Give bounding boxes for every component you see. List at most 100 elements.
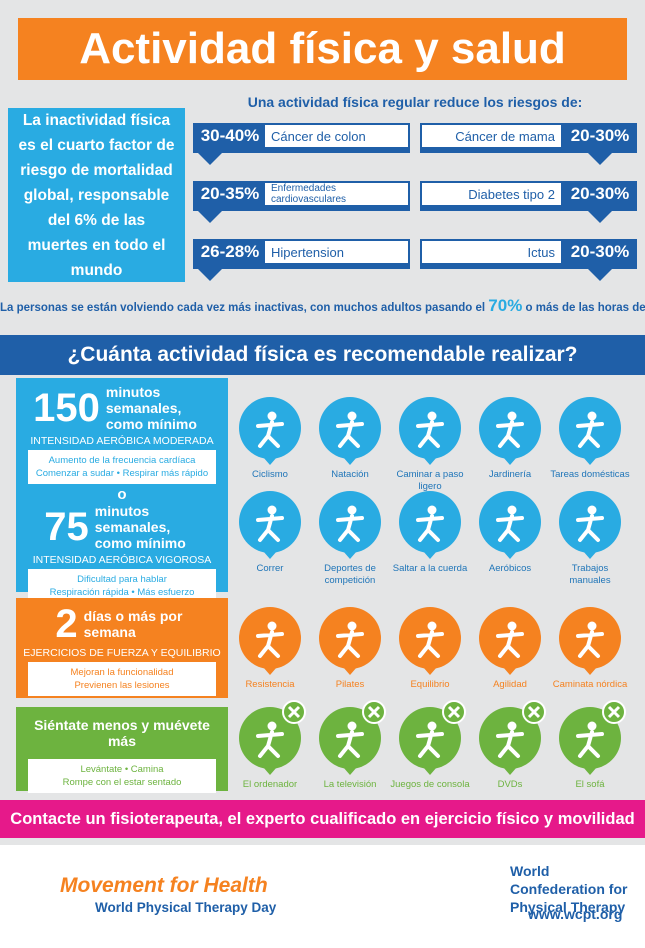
- risk-range: 30-40%: [193, 123, 267, 149]
- activity-label: Resistencia: [245, 679, 295, 690]
- activity-label: Tareas domésticas: [550, 469, 630, 480]
- icon-pointer: [503, 667, 517, 675]
- icon-figure: [336, 514, 364, 542]
- intro-text: La inactividad física es el cuarto facto…: [18, 111, 175, 279]
- rec-detail: Aumento de la frecuencia cardíaca Comenza…: [28, 450, 216, 484]
- rec-detail-line: Mejoran la funcionalidad: [70, 667, 174, 678]
- rec-number: 150: [33, 386, 100, 430]
- risk-bar: [420, 149, 637, 153]
- icon-pointer: [503, 551, 517, 559]
- icon-figure-head: [587, 411, 597, 421]
- activity-label: Juegos de consola: [390, 779, 470, 790]
- activity-label: Saltar a la cuerda: [392, 563, 468, 574]
- activity-label: Pilates: [335, 679, 365, 690]
- activity-label: Correr: [256, 563, 284, 574]
- activity-label: Deportes de competición: [324, 563, 376, 586]
- icon-figure-head: [507, 621, 517, 631]
- risks-heading: Una actividad física regular reduce los …: [247, 94, 583, 110]
- activity-label: Jardinería: [488, 469, 532, 480]
- rec-headline: 2 días o más por semana: [20, 604, 224, 644]
- event-name: World Physical Therapy Day: [95, 900, 277, 915]
- icon-pointer: [503, 457, 517, 465]
- icon-pointer: [263, 667, 277, 675]
- no-badge-x: [527, 705, 541, 719]
- or-text: o: [117, 486, 127, 503]
- icon-pointer: [583, 767, 597, 775]
- risk-range: 20-30%: [563, 181, 637, 207]
- icon-figure: [576, 420, 604, 448]
- activity-label: El sofá: [575, 779, 605, 790]
- rec-detail-line: Previenen las lesiones: [74, 680, 170, 691]
- activity-label: Caminata nórdica: [552, 679, 628, 690]
- risk-arrow: [198, 211, 222, 223]
- icon-figure: [256, 420, 284, 448]
- icon-figure: [256, 730, 284, 758]
- strength-box: 2 días o más por semana EJERCICIOS DE FUER…: [16, 598, 228, 698]
- risk-bar: [193, 265, 410, 269]
- rec-detail-line: Levántate • Camina: [80, 764, 164, 775]
- icon-pointer: [423, 767, 437, 775]
- risk-bar: [193, 207, 410, 211]
- rec-number: 2: [55, 602, 78, 646]
- no-badge-x: [287, 705, 301, 719]
- rec-number: 75: [44, 505, 89, 549]
- icon-figure-head: [267, 721, 277, 731]
- risk-bar: [193, 149, 410, 153]
- icon-pointer: [423, 667, 437, 675]
- icon-figure-head: [267, 505, 277, 515]
- icon-figure-head: [427, 411, 437, 421]
- icon-figure-head: [507, 505, 517, 515]
- note-text: La personas se están volviendo cada vez …: [0, 302, 486, 314]
- rec-intensity: EJERCICIOS DE FUERZA Y EQUILIBRIO: [23, 647, 221, 659]
- rec-intensity: INTENSIDAD AERÓBICA MODERADA: [30, 435, 214, 447]
- icon-pointer: [423, 551, 437, 559]
- icon-figure: [416, 514, 444, 542]
- icon-figure-head: [507, 411, 517, 421]
- risk-note: La personas se están volviendo cada vez …: [0, 296, 645, 318]
- activity-label: Trabajos manuales: [569, 563, 611, 586]
- rec-headline: Siéntate menos y muévete más: [34, 717, 210, 749]
- activity-label: Natación: [331, 469, 369, 480]
- icon-figure-head: [427, 721, 437, 731]
- activity-label: El ordenador: [242, 779, 298, 790]
- icon-figure: [256, 514, 284, 542]
- icon-pointer: [583, 551, 597, 559]
- risk-range: 20-30%: [563, 123, 637, 149]
- icon-pointer: [263, 767, 277, 775]
- icon-figure: [496, 420, 524, 448]
- activity-label: Agilidad: [493, 679, 527, 690]
- activity-label: La televisión: [323, 779, 377, 790]
- icon-pointer: [263, 551, 277, 559]
- no-badge-x: [447, 705, 461, 719]
- icon-figure-head: [587, 621, 597, 631]
- rec-detail-line: Respiración rápida • Más esfuerzo: [49, 587, 195, 598]
- risk-label: Cáncer de colon: [263, 123, 410, 149]
- icon-pointer: [583, 667, 597, 675]
- rec-detail: Mejoran la funcionalidad Previenen las le…: [28, 662, 216, 696]
- icon-figure: [336, 730, 364, 758]
- risk-range: 20-30%: [563, 239, 637, 265]
- risk-bar: [420, 207, 637, 211]
- note-text: o más de las horas del día sentados: [525, 302, 645, 314]
- rec-detail-line: Comenzar a sudar • Respirar más rápido: [35, 468, 209, 479]
- no-badge-x: [607, 705, 621, 719]
- icon-figure: [336, 630, 364, 658]
- icon-figure-head: [347, 621, 357, 631]
- icon-figure: [576, 630, 604, 658]
- icon-figure: [496, 514, 524, 542]
- title-banner: Actividad física y salud: [18, 18, 627, 80]
- icon-figure: [416, 730, 444, 758]
- icon-pointer: [263, 457, 277, 465]
- rec-headline: 75 minutos semanales, como mínimo: [20, 503, 224, 551]
- cta-banner: Contacte un fisioterapeuta, el experto c…: [0, 800, 645, 838]
- icon-pointer: [343, 457, 357, 465]
- rec-intensity: INTENSIDAD AERÓBICA VIGOROSA: [32, 554, 212, 566]
- icon-pointer: [423, 457, 437, 465]
- icon-figure-head: [347, 505, 357, 515]
- no-badge-x: [367, 705, 381, 719]
- risk-arrow: [588, 153, 612, 165]
- rec-detail: Levántate • Camina Rompe con el estar sen…: [28, 759, 216, 793]
- icon-pointer: [343, 767, 357, 775]
- icon-figure: [496, 730, 524, 758]
